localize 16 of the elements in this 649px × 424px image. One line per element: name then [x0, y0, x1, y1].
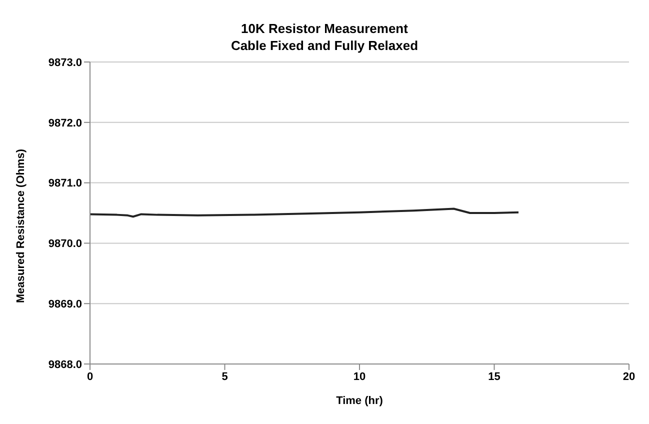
- x-axis-title: Time (hr): [336, 395, 384, 407]
- x-tick-label: 5: [222, 370, 228, 383]
- y-tick-label: 9873.0: [48, 56, 82, 69]
- y-tick-label: 9869.0: [48, 298, 82, 311]
- y-tick-label: 9872.0: [48, 117, 82, 130]
- line-series: [90, 208, 520, 218]
- x-tick-label: 15: [488, 370, 500, 383]
- x-tick-label: 0: [86, 370, 94, 383]
- y-axis-title: Measured Resistance (Ohms): [14, 148, 27, 303]
- y-tick-label: 9871.0: [48, 178, 82, 190]
- y-tick-label: 9868.0: [48, 358, 82, 371]
- chart-subtitle: Cable Fixed and Fully Relaxed: [230, 37, 420, 54]
- y-tick-label: 9870.0: [48, 238, 82, 250]
- x-tick-label: 10: [353, 370, 366, 383]
- x-tick-label: 20: [622, 370, 636, 383]
- chart-title: 10K Resistor Measurement: [240, 20, 409, 37]
